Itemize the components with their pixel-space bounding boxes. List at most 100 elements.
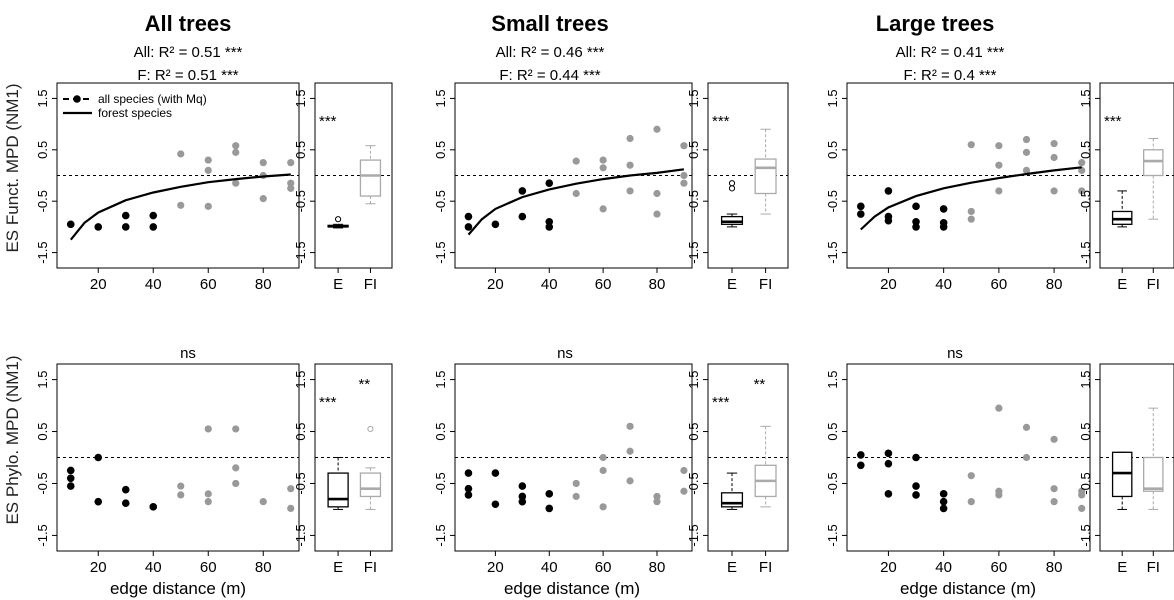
edge-point [66,474,75,483]
box-category-label: E [727,276,737,293]
scatter-bottom: -1.5 -0.5 0.5 1.5 20 40 60 80 [825,363,1091,576]
box-category-label: FI [759,559,772,576]
interior-point [1022,148,1031,156]
y-tick-label: 0.5 [293,141,308,159]
interior-point [599,164,607,172]
edge-point [518,482,527,490]
edge-point [912,482,920,490]
y-tick-label: -0.5 [35,472,50,494]
edge-point [491,220,500,229]
interior-point [1022,166,1031,174]
significance-label: ** [358,376,370,393]
box-category-label: E [727,559,737,576]
x-tick-label: 80 [649,559,666,576]
legend: all species (with Mq) forest species [63,92,207,120]
interior-point [653,498,661,506]
interior-point [626,187,634,195]
x-axis-label: edge distance (m) [504,579,640,598]
y-tick-label: 1.5 [293,89,308,107]
interior-point [259,195,267,203]
edge-point [545,179,554,188]
x-tick-label: 40 [145,276,162,293]
y-tick-label: -1.5 [433,524,448,546]
y-tick-label: 1.5 [293,371,308,389]
edge-point [464,469,473,477]
interior-point [599,466,607,475]
bottom-panel-label: ns [557,345,573,362]
interior-point [259,498,267,506]
edge-point [464,223,473,231]
y-tick-label: -1.5 [1078,241,1093,263]
y-tick-label: -0.5 [293,190,308,212]
panel-stats-forest: F: R² = 0.4 *** [904,67,997,84]
interior-point [177,491,185,499]
interior-point [967,472,975,480]
edge-point [491,469,500,477]
edge-point [884,449,893,458]
interior-point [680,142,688,150]
significance-label: *** [712,113,730,130]
interior-point [232,464,240,472]
interior-point [626,422,634,430]
forest-species-fit-curve [860,166,1082,231]
interior-point [599,156,607,164]
box-category-label: FI [759,276,772,293]
y-tick-label: -0.5 [1078,190,1093,212]
y-tick-label: -0.5 [825,472,840,494]
panel-all-trees: All trees All: R² = 0.51 *** F: R² = 0.5… [35,11,393,598]
panel-title: Small trees [491,11,608,36]
y-tick-label: -0.5 [293,472,308,494]
significance-label: *** [712,394,730,411]
edge-point [464,484,473,493]
scatter-top: -1.5 -0.5 0.5 1.5 20 40 60 80 [433,82,693,293]
box-fi [359,159,382,197]
interior-point [1050,485,1058,493]
y-tick-label: -1.5 [825,241,840,263]
edge-point [545,490,554,498]
x-tick-label: 20 [90,276,107,293]
box-fi [754,158,777,195]
x-tick-label: 80 [1046,559,1063,576]
x-tick-label: 80 [1046,276,1063,293]
panel-stats-all: All: R² = 0.46 *** [496,44,605,61]
panel-title: All trees [145,11,232,36]
interior-point [1050,187,1058,195]
x-tick-label: 60 [595,559,612,576]
edge-point [149,211,158,220]
y-tick-label: -0.5 [433,190,448,212]
box-top: -1.5 -0.5 0.5 1.5 E *** FI [1078,82,1174,293]
box-e [327,472,349,508]
interior-point [653,189,661,198]
interior-point [653,210,661,218]
interior-point [626,447,634,455]
y-tick-label: 1.5 [825,89,840,107]
x-tick-label: 80 [649,276,666,293]
edge-point [518,497,527,506]
y-tick-label: 0.5 [35,141,50,159]
y-tick-label: -0.5 [686,190,701,212]
x-tick-label: 60 [991,559,1008,576]
panel-large-trees: Large trees All: R² = 0.41 *** F: R² = 0… [825,11,1174,598]
box-bottom: -1.5 -0.5 0.5 1.5 E FI [1078,363,1174,576]
y-tick-label: -1.5 [686,241,701,263]
box-top: -1.5 -0.5 0.5 1.5 E *** FI [293,82,393,293]
box-category-label: FI [1147,559,1160,576]
y-tick-label: 1.5 [35,89,50,107]
panel-stats-all: All: R² = 0.51 *** [134,44,243,61]
x-tick-label: 20 [880,276,897,293]
interior-point [1050,498,1058,506]
y-tick-label: -0.5 [686,472,701,494]
interior-point [204,166,212,174]
edge-point [884,187,893,195]
y-tick-label: 1.5 [825,371,840,389]
interior-point [204,156,212,164]
edge-point [857,451,865,459]
y-tick-label: -1.5 [433,241,448,263]
interior-point [204,202,212,210]
box-category-label: E [333,276,343,293]
interior-point [995,142,1003,150]
y-tick-label: 1.5 [35,371,50,389]
edge-point [939,205,948,213]
interior-point [177,482,185,490]
